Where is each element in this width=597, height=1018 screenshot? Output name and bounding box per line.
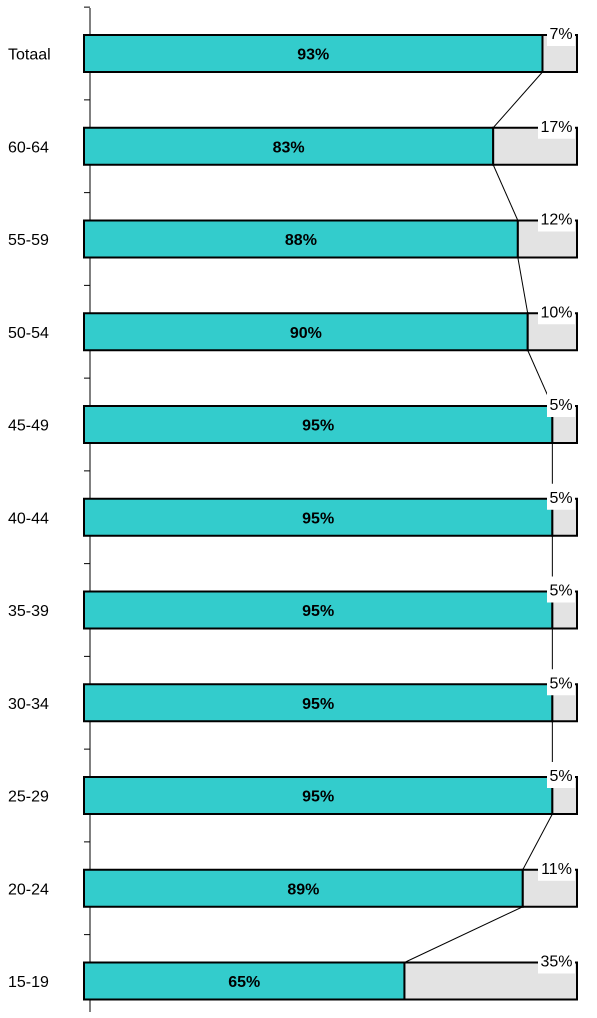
data-label-secondary-bg <box>547 576 575 603</box>
bar-segment-primary <box>83 312 529 352</box>
data-label-secondary: 5% <box>549 490 572 507</box>
data-label-secondary: 7% <box>549 26 572 43</box>
category-label: 55-59 <box>8 232 49 249</box>
series-line <box>517 257 529 314</box>
series-line <box>492 71 543 129</box>
category-label: 35-39 <box>8 603 49 620</box>
bar-segment-primary <box>83 497 554 537</box>
data-label-primary: 95% <box>302 603 334 620</box>
data-label-secondary: 11% <box>541 861 572 878</box>
data-label-primary: 83% <box>273 139 305 156</box>
data-label-secondary-bg <box>547 20 575 46</box>
series-line <box>404 906 523 963</box>
bar-segment-primary <box>83 961 406 1001</box>
data-label-secondary: 5% <box>549 583 572 600</box>
category-label: 30-34 <box>8 696 49 713</box>
bar-segment-primary <box>83 219 519 259</box>
data-label-primary: 89% <box>287 881 319 898</box>
series-line <box>522 813 553 870</box>
data-label-primary: 93% <box>297 47 329 64</box>
bar-segment-primary <box>83 776 554 815</box>
data-label-secondary-bg <box>547 391 575 417</box>
bar-segment-primary <box>83 126 495 166</box>
data-label-primary: 95% <box>302 510 334 527</box>
data-label-secondary: 12% <box>540 212 572 229</box>
data-label-secondary-bg <box>547 762 575 788</box>
category-label: 15-19 <box>8 974 49 991</box>
data-label-secondary-bg <box>538 205 575 232</box>
data-label-primary: 95% <box>302 696 334 713</box>
bar-segment-primary <box>83 590 554 630</box>
category-label: Totaal <box>8 47 51 64</box>
data-label-secondary-bg <box>547 483 575 510</box>
data-label-secondary-bg <box>538 854 575 881</box>
data-label-primary: 95% <box>302 789 334 806</box>
category-label: 45-49 <box>8 418 49 435</box>
data-label-secondary-bg <box>547 669 575 696</box>
data-label-primary: 88% <box>285 232 317 249</box>
data-label-secondary-bg <box>538 298 575 325</box>
data-label-secondary: 5% <box>549 675 572 692</box>
data-label-secondary: 35% <box>540 954 572 971</box>
bar-segment-primary <box>83 34 544 73</box>
bar-segment-primary <box>83 683 554 723</box>
category-label: 20-24 <box>8 881 49 898</box>
bar-segment-primary <box>83 405 554 444</box>
data-label-secondary: 10% <box>540 304 572 321</box>
data-label-primary: 65% <box>228 974 260 991</box>
labels: Totaal 93% 7% 60-64 83% 17% 55-59 88% 12% 50-54 90… <box>8 20 575 991</box>
data-label-primary: 90% <box>290 325 322 342</box>
data-label-primary: 95% <box>302 418 334 435</box>
category-label: 50-54 <box>8 325 49 342</box>
data-label-secondary-bg <box>538 112 575 139</box>
category-label: 40-44 <box>8 510 49 527</box>
category-label: 60-64 <box>8 139 49 156</box>
data-label-secondary: 5% <box>549 397 572 414</box>
data-label-secondary-bg <box>538 947 575 974</box>
category-label: 25-29 <box>8 789 49 806</box>
data-label-secondary: 5% <box>549 768 572 785</box>
data-label-secondary: 17% <box>540 119 572 136</box>
bars <box>83 34 579 1001</box>
series-line <box>492 164 519 221</box>
